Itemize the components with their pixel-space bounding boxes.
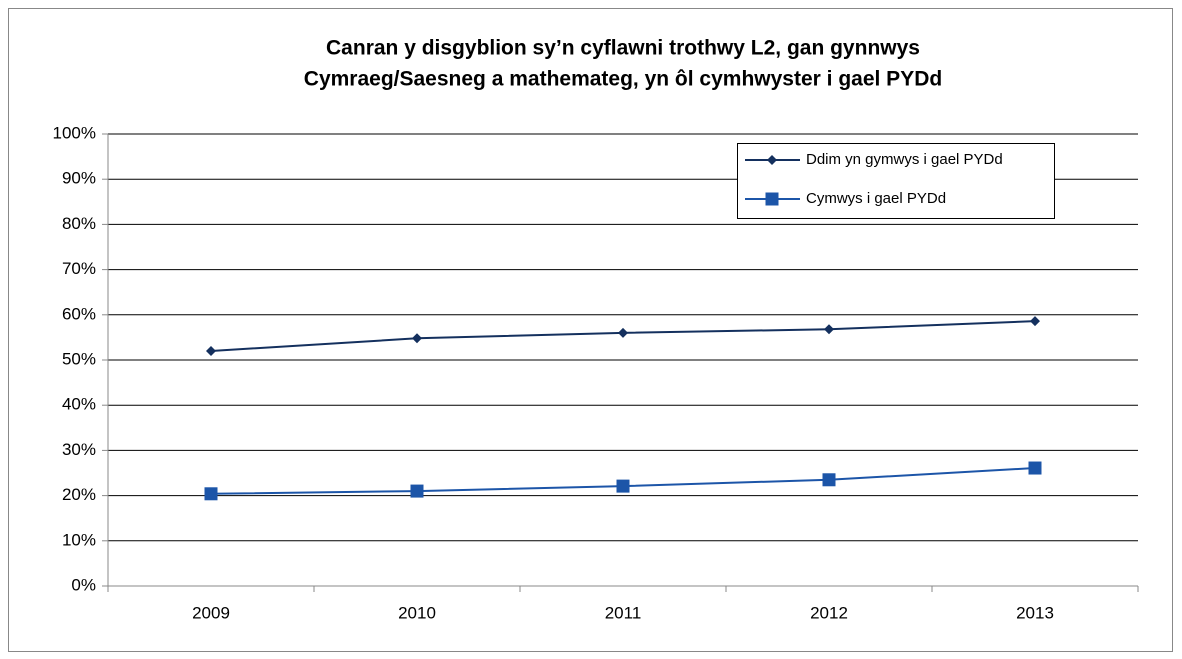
marker <box>206 345 216 356</box>
y-tick-label: 70% <box>62 259 96 278</box>
x-tick-label: 2011 <box>605 603 642 622</box>
marker <box>204 487 218 501</box>
chart-title: Canran y disgyblion sy’n cyflawni trothw… <box>326 37 920 60</box>
y-tick-label: 40% <box>62 395 96 414</box>
x-tick-label: 2012 <box>810 603 848 622</box>
marker <box>822 473 836 487</box>
y-tick-label: 90% <box>62 169 96 188</box>
marker <box>1028 461 1042 475</box>
y-tick-label: 30% <box>62 440 96 459</box>
y-tick-label: 100% <box>53 123 96 142</box>
x-tick-label: 2010 <box>398 603 436 622</box>
y-tick-label: 20% <box>62 485 96 504</box>
legend-marker <box>765 192 779 206</box>
legend-box <box>737 143 1055 219</box>
legend-label: Cymwys i gael PYDd <box>806 190 946 207</box>
y-tick-label: 10% <box>62 530 96 549</box>
legend-marker <box>767 155 777 165</box>
legend-label: Ddim yn gymwys i gael PYDd <box>806 151 1003 168</box>
y-tick-label: 80% <box>62 214 96 233</box>
x-tick-label: 2013 <box>1016 603 1054 622</box>
marker <box>616 479 630 493</box>
x-tick-label: 2009 <box>192 603 230 622</box>
y-tick-label: 0% <box>71 575 96 594</box>
y-tick-label: 50% <box>62 349 96 368</box>
chart-title: Cymraeg/Saesneg a mathemateg, yn ôl cymh… <box>304 68 942 91</box>
marker <box>412 333 422 344</box>
y-tick-label: 60% <box>62 304 96 323</box>
marker <box>824 324 834 335</box>
marker <box>1030 316 1040 327</box>
chart-border <box>8 8 1173 652</box>
marker <box>410 484 424 498</box>
legend: Ddim yn gymwys i gael PYDd Cymwys i gael … <box>737 143 1055 219</box>
marker <box>618 327 628 338</box>
